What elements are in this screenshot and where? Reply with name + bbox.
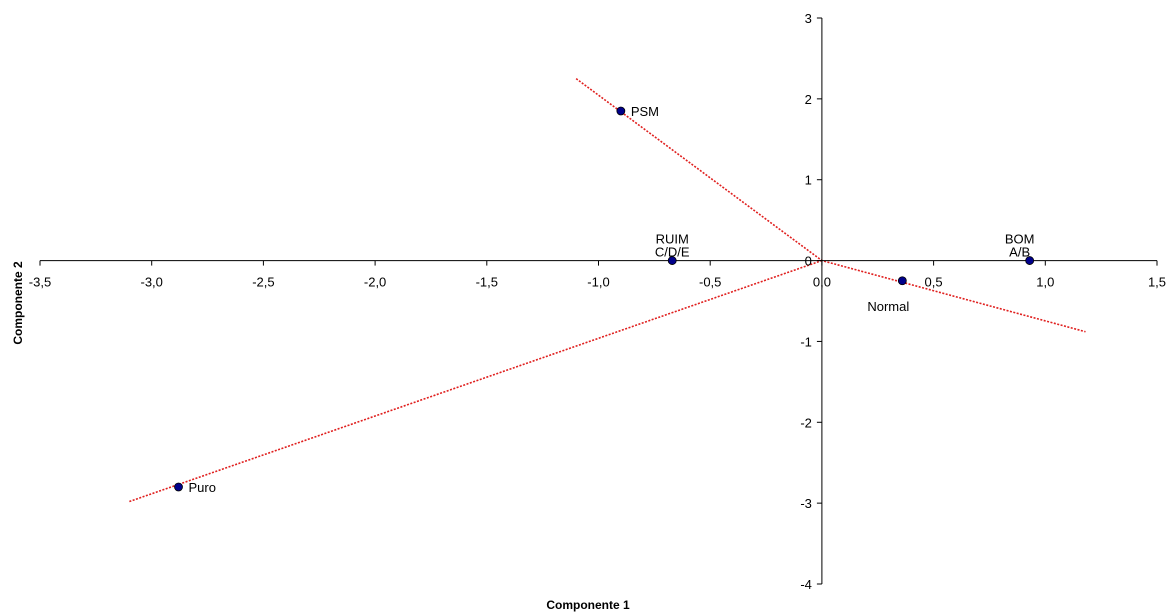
data-point: [616, 106, 626, 116]
x-axis: -3,5 -3,0 -2,5 -2,0 -1,5 -1,0 -0,5 0,0 0,5 1,0 1,5: [29, 260, 1166, 290]
y-tick-label: 0: [805, 254, 812, 269]
x-tick-label: -1,0: [587, 275, 609, 290]
x-tick-label: -2,0: [364, 275, 386, 290]
x-tick-label: 0,5: [925, 275, 943, 290]
data-point: [897, 276, 907, 286]
y-tick-label: 1: [805, 173, 812, 188]
reference-lines: [129, 77, 1086, 503]
data-point: [1025, 256, 1035, 265]
y-tick-label: -3: [800, 496, 812, 511]
y-axis-title: Componente 2: [11, 261, 25, 345]
point-label: Normal: [867, 299, 909, 314]
data-point: [174, 482, 183, 492]
x-tick-label: -3,5: [29, 275, 51, 290]
point-label: Puro: [189, 480, 216, 495]
y-axis: 3 2 1 0 -1 -2 -3 -4: [800, 11, 823, 592]
y-tick-label: -1: [800, 334, 812, 349]
x-tick-label: -2,5: [252, 275, 274, 290]
x-tick-label: -1,5: [476, 275, 498, 290]
x-axis-title: Componente 1: [546, 598, 630, 612]
x-tick-label: 1,5: [1148, 275, 1166, 290]
y-tick-label: 3: [805, 11, 812, 26]
y-tick-label: -2: [800, 415, 812, 430]
point-label: RUIM C/D/E: [655, 232, 690, 260]
data-point: [667, 256, 677, 265]
x-tick-label: 1,0: [1036, 275, 1054, 290]
point-label: PSM: [631, 104, 659, 119]
y-tick-label: 2: [805, 92, 812, 107]
data-points: PSM RUIM C/D/E BOM A/B Normal Puro: [174, 104, 1035, 495]
y-tick-label: -4: [800, 577, 812, 592]
x-tick-label: -0,5: [699, 275, 721, 290]
point-label: BOM A/B: [1005, 232, 1035, 260]
x-tick-label: -3,0: [140, 275, 162, 290]
reference-line: [129, 259, 823, 503]
